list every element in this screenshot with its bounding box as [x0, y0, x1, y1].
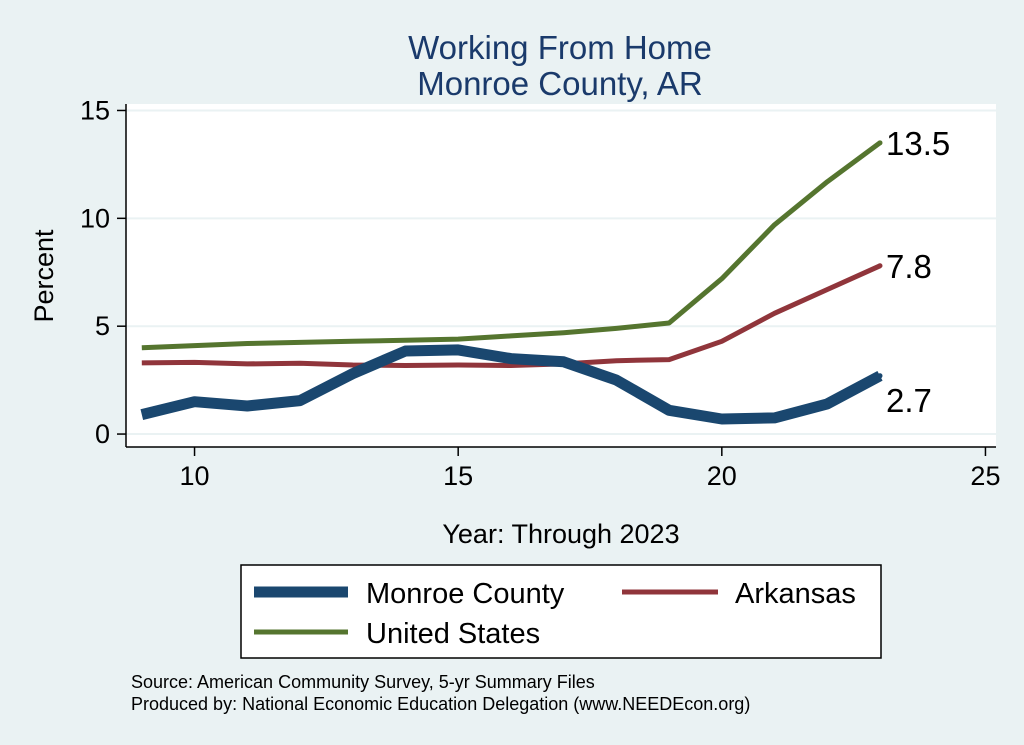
legend-label-united-states: United States — [366, 618, 540, 650]
end-label-arkansas: 7.8 — [886, 248, 932, 285]
y-axis-label: Percent — [29, 229, 59, 323]
end-point-united-states — [877, 140, 883, 146]
gridlines — [126, 109, 996, 436]
x-axis-label: Year: Through 2023 — [442, 519, 679, 549]
series-line-united-states — [141, 140, 882, 351]
end-label-monroe-county: 2.7 — [886, 382, 932, 419]
chart-title: Working From Home — [408, 29, 712, 66]
x-axis-ticks: 10 15 20 25 — [180, 447, 1000, 491]
x-tick-label: 20 — [707, 461, 737, 491]
series-group — [140, 140, 883, 425]
series-line-arkansas — [141, 263, 882, 368]
chart-subtitle: Monroe County, AR — [417, 65, 703, 102]
y-tick-label: 5 — [95, 311, 110, 341]
x-tick-label: 10 — [180, 461, 210, 491]
y-tick-label: 0 — [95, 419, 110, 449]
legend-label-arkansas: Arkansas — [735, 578, 856, 610]
end-labels: 13.5 7.8 2.7 — [886, 125, 950, 419]
source-note: Source: American Community Survey, 5-yr … — [131, 672, 595, 692]
legend-label-monroe-county: Monroe County — [366, 578, 565, 610]
end-point-monroe-county — [877, 373, 883, 379]
end-label-united-states: 13.5 — [886, 125, 950, 162]
legend: Monroe County Arkansas United States — [240, 564, 882, 659]
x-tick-label: 25 — [970, 461, 1000, 491]
producer-note: Produced by: National Economic Education… — [131, 694, 750, 714]
legend-box — [240, 564, 882, 659]
end-point-arkansas — [877, 263, 883, 269]
y-tick-label: 15 — [80, 95, 110, 125]
series-line-monroe-county — [140, 344, 883, 425]
x-tick-label: 15 — [443, 461, 473, 491]
y-tick-label: 10 — [80, 203, 110, 233]
y-axis-ticks: 0 5 10 15 — [80, 95, 126, 449]
